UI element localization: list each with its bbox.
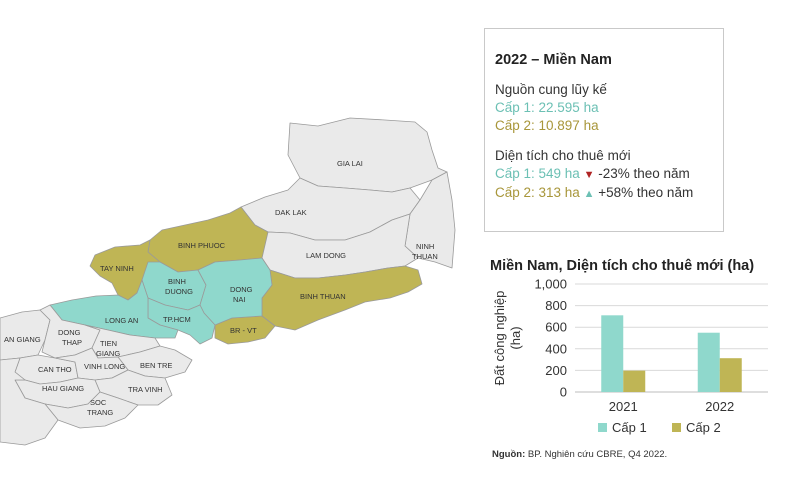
label-ninh-thuan-l2: THUAN xyxy=(412,252,438,261)
label-soc-trang-l2: TRANG xyxy=(87,408,113,417)
y-tick-label: 400 xyxy=(545,341,567,356)
province-kien-giang xyxy=(0,357,59,446)
map-labels: GIA LAI DAK LAK LAM DONG NINH THUAN BINH… xyxy=(4,159,438,417)
y-axis-label-line2: (ha) xyxy=(508,326,523,349)
label-dong-thap-l1: DONG xyxy=(58,328,81,337)
bar-chart: 0 200 400 600 800 1,000 Đất công nghiệp (ha) 202… xyxy=(492,277,768,435)
supply-cap1: Cấp 1: 22.595 ha xyxy=(495,100,599,115)
source-note: Nguồn: BP. Nghiên cứu CBRE, Q4 2022. xyxy=(492,449,667,460)
legend-swatch-2 xyxy=(672,423,681,432)
label-gia-lai: GIA LAI xyxy=(337,159,363,168)
leased-cap2-row: Cấp 2: 313 ha ▲ +58% theo năm xyxy=(495,184,713,203)
summary-title: 2022 – Miền Nam xyxy=(495,52,612,68)
y-axis-label-line1: Đất công nghiệp xyxy=(492,291,507,386)
source-text: BP. Nghiên cứu CBRE, Q4 2022. xyxy=(525,449,668,460)
label-tra-vinh: TRA VINH xyxy=(128,385,163,394)
label-vinh-long: VINH LONG xyxy=(84,362,125,371)
label-long-an: LONG AN xyxy=(105,316,138,325)
label-binh-duong-l1: BINH xyxy=(168,277,186,286)
label-dong-nai: DONG NAI xyxy=(230,285,255,304)
label-ben-tre: BEN TRE xyxy=(140,361,172,370)
leased-heading: Diện tích cho thuê mới xyxy=(495,148,631,163)
label-an-giang: AN GIANG xyxy=(4,335,41,344)
label-dak-lak: DAK LAK xyxy=(275,208,307,217)
label-soc-trang: SOC TRANG xyxy=(87,398,113,417)
leased-cap1: Cấp 1: 549 ha xyxy=(495,166,580,181)
leased-cap2: Cấp 2: 313 ha xyxy=(495,185,580,200)
label-soc-trang-l1: SOC xyxy=(90,398,107,407)
province-gia-lai xyxy=(287,117,448,193)
y-tick-label: 1,000 xyxy=(534,277,567,292)
leased-cap1-row: Cấp 1: 549 ha ▼ -23% theo năm xyxy=(495,165,713,184)
label-ninh-thuan: NINH THUAN xyxy=(412,242,438,261)
label-lam-dong: LAM DONG xyxy=(306,251,346,260)
label-br-vt: BR - VT xyxy=(230,326,257,335)
label-tien-giang-l1: TIEN xyxy=(100,339,117,348)
y-tick-label: 600 xyxy=(545,320,567,335)
label-tien-giang: TIEN GIANG xyxy=(96,339,120,358)
label-tien-giang-l2: GIANG xyxy=(96,349,120,358)
label-dong-thap-l2: THAP xyxy=(62,338,82,347)
summary-box: 2022 – Miền Nam Nguồn cung lũy kế Cấp 1:… xyxy=(484,28,724,232)
province-soc-trang xyxy=(44,391,139,429)
label-binh-duong: BINH DUONG xyxy=(165,277,193,296)
label-dong-nai-l1: DONG xyxy=(230,285,253,294)
up-arrow-icon: ▲ xyxy=(583,188,595,200)
label-binh-thuan: BINH THUAN xyxy=(300,292,346,301)
supply-cap2: Cấp 2: 10.897 ha xyxy=(495,118,599,133)
label-dong-nai-l2: NAI xyxy=(233,295,246,304)
legend-swatch-1 xyxy=(598,423,607,432)
legend-label-1: Cấp 1 xyxy=(612,420,647,435)
y-tick-label: 200 xyxy=(545,363,567,378)
chart-title: Miền Nam, Diện tích cho thuê mới (ha) xyxy=(490,258,755,274)
label-can-tho: CAN THO xyxy=(38,365,72,374)
legend-label-2: Cấp 2 xyxy=(686,420,721,435)
y-tick-label: 800 xyxy=(545,298,567,313)
bar-2021-series-2 xyxy=(623,370,646,392)
bar-2022-series-2 xyxy=(719,358,742,392)
down-arrow-icon: ▼ xyxy=(583,169,595,181)
label-binh-duong-l2: DUONG xyxy=(165,287,193,296)
label-tp-hcm: TP.HCM xyxy=(163,315,191,324)
label-dong-thap: DONG THAP xyxy=(58,328,83,347)
x-tick-label: 2022 xyxy=(705,399,734,414)
label-ninh-thuan-l1: NINH xyxy=(416,242,434,251)
label-binh-phuoc: BINH PHUOC xyxy=(178,241,226,250)
label-tay-ninh: TAY NINH xyxy=(100,264,134,273)
y-tick-label: 0 xyxy=(560,385,567,400)
x-tick-label: 2021 xyxy=(609,399,638,414)
source-label: Nguồn: xyxy=(492,449,526,460)
southern-vietnam-map: GIA LAI DAK LAK LAM DONG NINH THUAN BINH… xyxy=(0,117,456,446)
bar-2022-series-1 xyxy=(697,332,720,392)
leased-cap2-change: +58% theo năm xyxy=(598,185,694,200)
label-hau-giang: HAU GIANG xyxy=(42,384,84,393)
leased-cap1-change: -23% theo năm xyxy=(598,166,690,181)
supply-heading: Nguồn cung lũy kế xyxy=(495,82,607,97)
bar-2021-series-1 xyxy=(601,315,624,392)
